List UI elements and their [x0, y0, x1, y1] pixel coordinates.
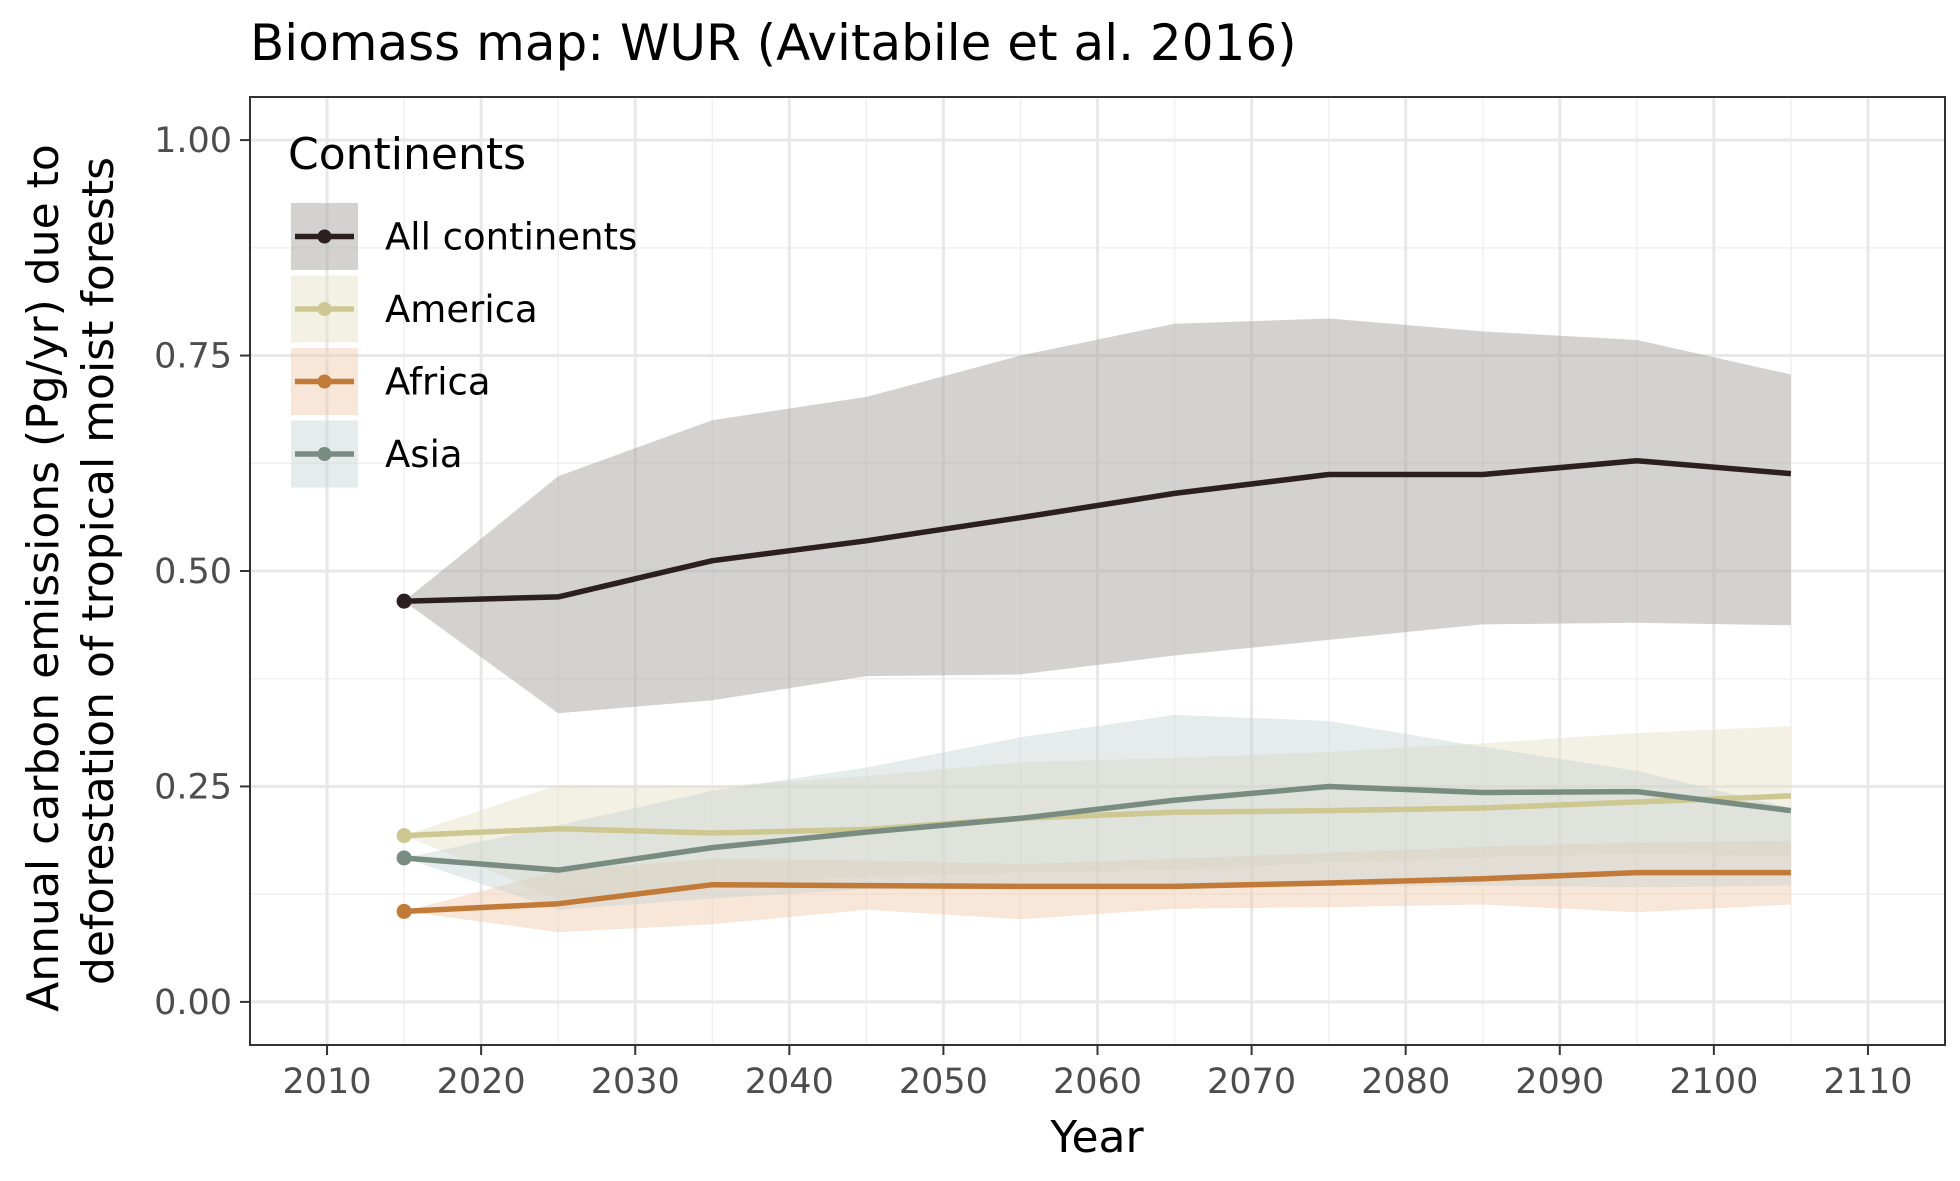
- x-tick-label: 2030: [591, 1062, 680, 1102]
- x-tick-label: 2050: [899, 1062, 988, 1102]
- x-axis-title: Year: [1049, 1112, 1144, 1163]
- y-axis-title-line-2: deforestation of tropical moist forests: [73, 157, 124, 985]
- series-lines: [396, 457, 1792, 919]
- y-axis: 0.00 0.25 0.50 0.75 1.00: [154, 121, 250, 1023]
- legend-key-point-asia: [317, 447, 332, 461]
- y-axis-title: Annual carbon emissions (Pg/yr) due to d…: [18, 130, 124, 1012]
- x-tick-label: 2010: [283, 1062, 372, 1102]
- legend-label-asia: Asia: [385, 433, 463, 476]
- x-tick-label: 2090: [1515, 1062, 1604, 1102]
- chart-title: Biomass map: WUR (Avitabile et al. 2016): [250, 14, 1297, 72]
- line-all-continents: [404, 457, 1792, 604]
- legend-items: All continents America Africa Asia: [291, 203, 637, 488]
- band-asia: [404, 714, 1791, 910]
- confidence-bands: [404, 318, 1791, 933]
- x-tick-label: 2110: [1823, 1062, 1912, 1102]
- legend-label-all-continents: All continents: [385, 216, 637, 259]
- x-tick-label: 2020: [437, 1062, 526, 1102]
- x-tick-label: 2080: [1361, 1062, 1450, 1102]
- line-america: [403, 793, 1792, 839]
- point-asia: [396, 850, 412, 866]
- x-axis: 2010 2020 2030 2040 2050 2060 2070 2080 2090 2100…: [283, 1045, 1912, 1102]
- y-tick-label: 0.25: [154, 767, 232, 807]
- point-africa: [396, 903, 412, 919]
- x-tick-label: 2040: [745, 1062, 834, 1102]
- legend-key-point-africa: [317, 374, 332, 389]
- point-all-continents: [396, 593, 412, 609]
- y-axis-title-line-1: Annual carbon emissions (Pg/yr) due to: [18, 144, 69, 1012]
- y-tick-label: 0.00: [154, 983, 232, 1023]
- line-asia: [403, 783, 1792, 873]
- y-tick-label: 0.75: [154, 337, 232, 377]
- y-tick-label: 1.00: [154, 121, 232, 161]
- legend-key-point-all-continents: [317, 229, 332, 244]
- point-america: [396, 828, 412, 844]
- band-america: [404, 726, 1791, 899]
- line-africa: [403, 869, 1791, 915]
- x-tick-label: 2070: [1207, 1062, 1296, 1102]
- x-tick-label: 2100: [1669, 1062, 1758, 1102]
- x-tick-label: 2060: [1053, 1062, 1142, 1102]
- legend-label-africa: Africa: [385, 361, 491, 404]
- legend-label-america: America: [385, 288, 538, 331]
- y-tick-label: 0.50: [154, 552, 232, 592]
- legend-key-point-america: [317, 302, 332, 316]
- legend-title: Continents: [288, 129, 526, 180]
- band-all-continents: [404, 318, 1791, 714]
- legend: Continents All continents America Africa As…: [288, 129, 637, 488]
